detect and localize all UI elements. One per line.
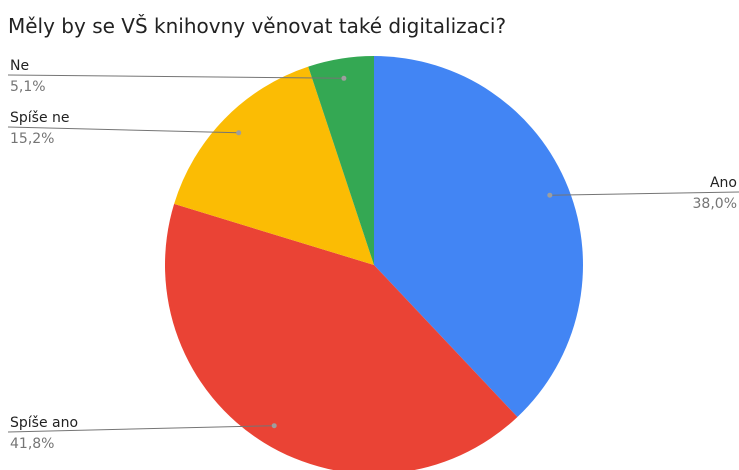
pie-slice-spise-ano[interactable]: [165, 203, 518, 470]
slice-percent-spise-ne: 15,2%: [10, 131, 54, 147]
leader-dot-spise-ano: [271, 423, 277, 429]
leader-lines: [7, 74, 739, 433]
slice-label-ano: Ano: [710, 175, 737, 191]
pie-slice-ano[interactable]: [374, 56, 583, 418]
leader-dot-ne: [341, 75, 347, 81]
chart-title: Měly by se VŠ knihovny věnovat také digi…: [8, 14, 507, 38]
leader-line-ne: [7, 74, 344, 79]
leader-line-spise-ano: [7, 425, 275, 433]
leader-dot-spise-ne: [236, 130, 242, 136]
slice-label-spise-ne: Spíše ne: [10, 110, 70, 126]
slice-percent-ne: 5,1%: [10, 79, 46, 95]
pie-slice-spise-ne[interactable]: [174, 66, 374, 266]
pie-slices: [165, 56, 583, 470]
leader-line-ano: [549, 191, 739, 196]
slice-percent-spise-ano: 41,8%: [10, 436, 54, 452]
leader-line-spise-ne: [7, 126, 239, 134]
slice-label-spise-ano: Spíše ano: [10, 415, 78, 431]
slice-labels: Ano 38,0% Spíše ano 41,8% Spíše ne 15,2% Ne 5,1…: [10, 58, 737, 452]
slice-label-ne: Ne: [10, 58, 29, 74]
leader-dot-ano: [547, 192, 553, 198]
slice-percent-ano: 38,0%: [693, 196, 737, 212]
pie-slice-ne[interactable]: [308, 56, 374, 265]
